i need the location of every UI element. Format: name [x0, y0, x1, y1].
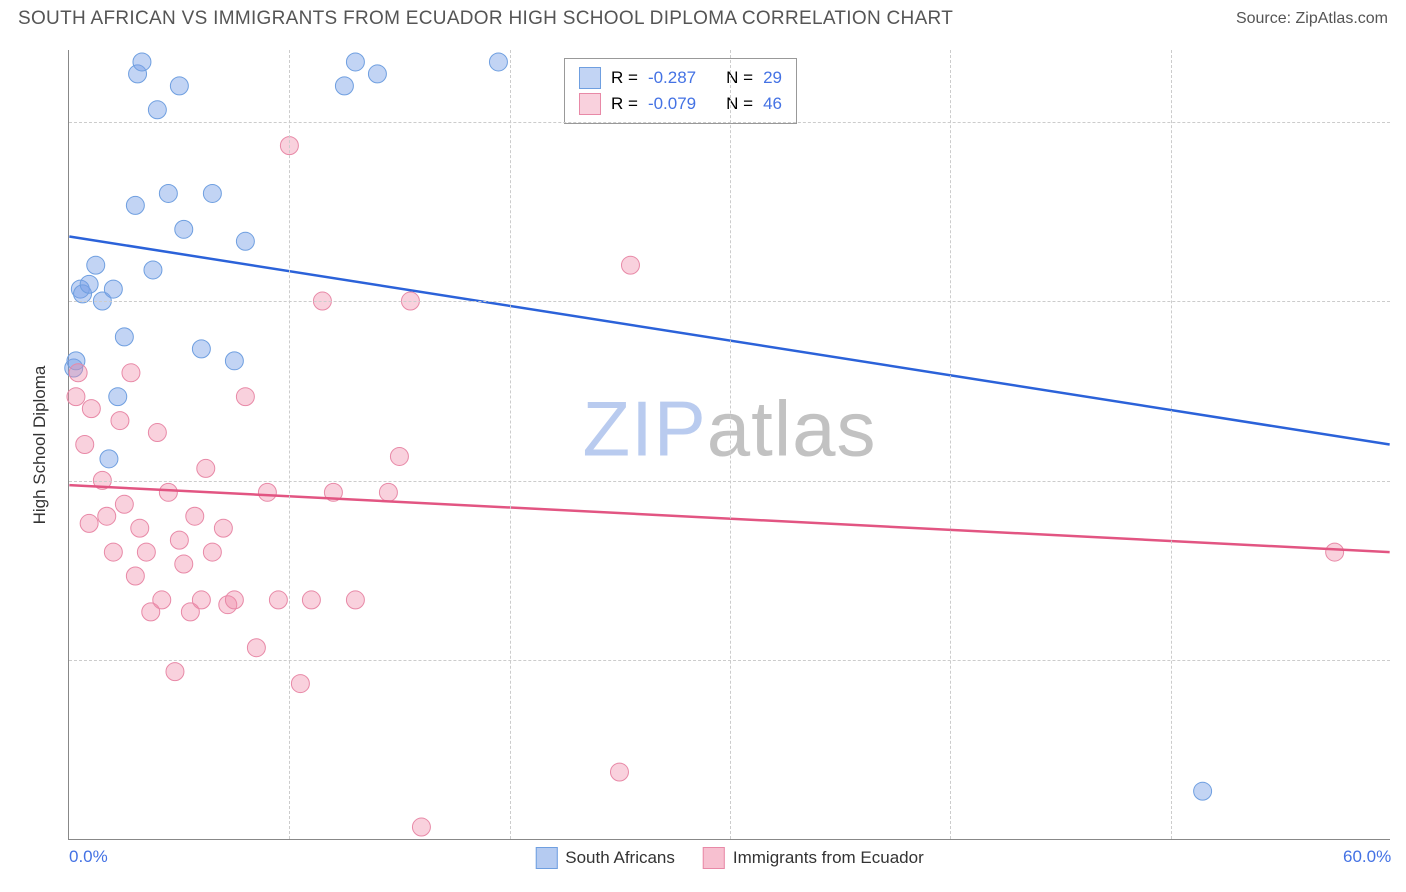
scatter-point — [390, 447, 408, 465]
chart-container: High School Diploma ZIPatlas R =-0.287N … — [50, 50, 1390, 840]
scatter-point — [80, 514, 98, 532]
scatter-point — [80, 275, 98, 293]
scatter-point — [111, 412, 129, 430]
scatter-point — [1326, 543, 1344, 561]
y-tick-label: 77.5% — [1398, 668, 1406, 688]
grid-line-vertical — [1171, 50, 1172, 839]
stats-legend-row: R =-0.287N =29 — [579, 65, 782, 91]
y-tick-label: 85.0% — [1398, 489, 1406, 509]
scatter-point — [159, 184, 177, 202]
y-axis-label: High School Diploma — [30, 366, 50, 525]
scatter-point — [291, 675, 309, 693]
scatter-point — [236, 232, 254, 250]
scatter-point — [236, 388, 254, 406]
scatter-point — [247, 639, 265, 657]
grid-line-vertical — [730, 50, 731, 839]
scatter-point — [186, 507, 204, 525]
stat-n-value: 46 — [763, 94, 782, 114]
scatter-point — [100, 450, 118, 468]
scatter-point — [225, 352, 243, 370]
scatter-point — [82, 400, 100, 418]
scatter-point — [175, 555, 193, 573]
scatter-point — [131, 519, 149, 537]
chart-title: SOUTH AFRICAN VS IMMIGRANTS FROM ECUADOR… — [18, 8, 953, 30]
legend-swatch — [579, 67, 601, 89]
series-legend-item: South Africans — [535, 847, 675, 869]
scatter-point — [69, 364, 87, 382]
scatter-point — [621, 256, 639, 274]
legend-swatch — [579, 93, 601, 115]
scatter-point — [166, 663, 184, 681]
scatter-point — [153, 591, 171, 609]
scatter-point — [175, 220, 193, 238]
scatter-point — [133, 53, 151, 71]
scatter-point — [137, 543, 155, 561]
grid-line-vertical — [510, 50, 511, 839]
x-tick-label: 0.0% — [69, 847, 108, 867]
scatter-point — [76, 436, 94, 454]
scatter-point — [104, 280, 122, 298]
stats-legend-row: R =-0.079N =46 — [579, 91, 782, 117]
scatter-point — [67, 388, 85, 406]
stat-r-label: R = — [611, 94, 638, 114]
scatter-point — [87, 256, 105, 274]
scatter-point — [203, 184, 221, 202]
scatter-point — [159, 483, 177, 501]
scatter-point — [115, 328, 133, 346]
x-tick-label: 60.0% — [1343, 847, 1391, 867]
scatter-point — [346, 53, 364, 71]
grid-line-vertical — [950, 50, 951, 839]
scatter-point — [104, 543, 122, 561]
grid-line-vertical — [289, 50, 290, 839]
series-legend: South Africans Immigrants from Ecuador — [535, 847, 923, 869]
scatter-point — [170, 531, 188, 549]
scatter-point — [109, 388, 127, 406]
plot-area: ZIPatlas R =-0.287N =29R =-0.079N =46 So… — [68, 50, 1390, 840]
scatter-point — [126, 196, 144, 214]
scatter-point — [335, 77, 353, 95]
scatter-point — [1194, 782, 1212, 800]
legend-swatch — [535, 847, 557, 869]
scatter-point — [148, 101, 166, 119]
scatter-point — [368, 65, 386, 83]
y-tick-label: 100.0% — [1398, 130, 1406, 150]
scatter-point — [489, 53, 507, 71]
scatter-point — [225, 591, 243, 609]
scatter-point — [346, 591, 364, 609]
scatter-point — [379, 483, 397, 501]
scatter-point — [258, 483, 276, 501]
scatter-point — [192, 340, 210, 358]
scatter-point — [269, 591, 287, 609]
stat-r-value: -0.079 — [648, 94, 696, 114]
source-label: Source: ZipAtlas.com — [1236, 10, 1388, 28]
scatter-point — [412, 818, 430, 836]
series-legend-item: Immigrants from Ecuador — [703, 847, 924, 869]
scatter-point — [148, 424, 166, 442]
scatter-point — [144, 261, 162, 279]
stats-legend: R =-0.287N =29R =-0.079N =46 — [564, 58, 797, 124]
stat-r-label: R = — [611, 68, 638, 88]
legend-swatch — [703, 847, 725, 869]
scatter-point — [115, 495, 133, 513]
scatter-point — [214, 519, 232, 537]
stat-r-value: -0.287 — [648, 68, 696, 88]
scatter-point — [192, 591, 210, 609]
stat-n-value: 29 — [763, 68, 782, 88]
series-legend-label: Immigrants from Ecuador — [733, 848, 924, 868]
scatter-point — [203, 543, 221, 561]
y-tick-label: 92.5% — [1398, 309, 1406, 329]
scatter-point — [122, 364, 140, 382]
scatter-point — [98, 507, 116, 525]
scatter-point — [610, 763, 628, 781]
scatter-point — [197, 459, 215, 477]
scatter-point — [170, 77, 188, 95]
scatter-point — [302, 591, 320, 609]
series-legend-label: South Africans — [565, 848, 675, 868]
scatter-point — [126, 567, 144, 585]
